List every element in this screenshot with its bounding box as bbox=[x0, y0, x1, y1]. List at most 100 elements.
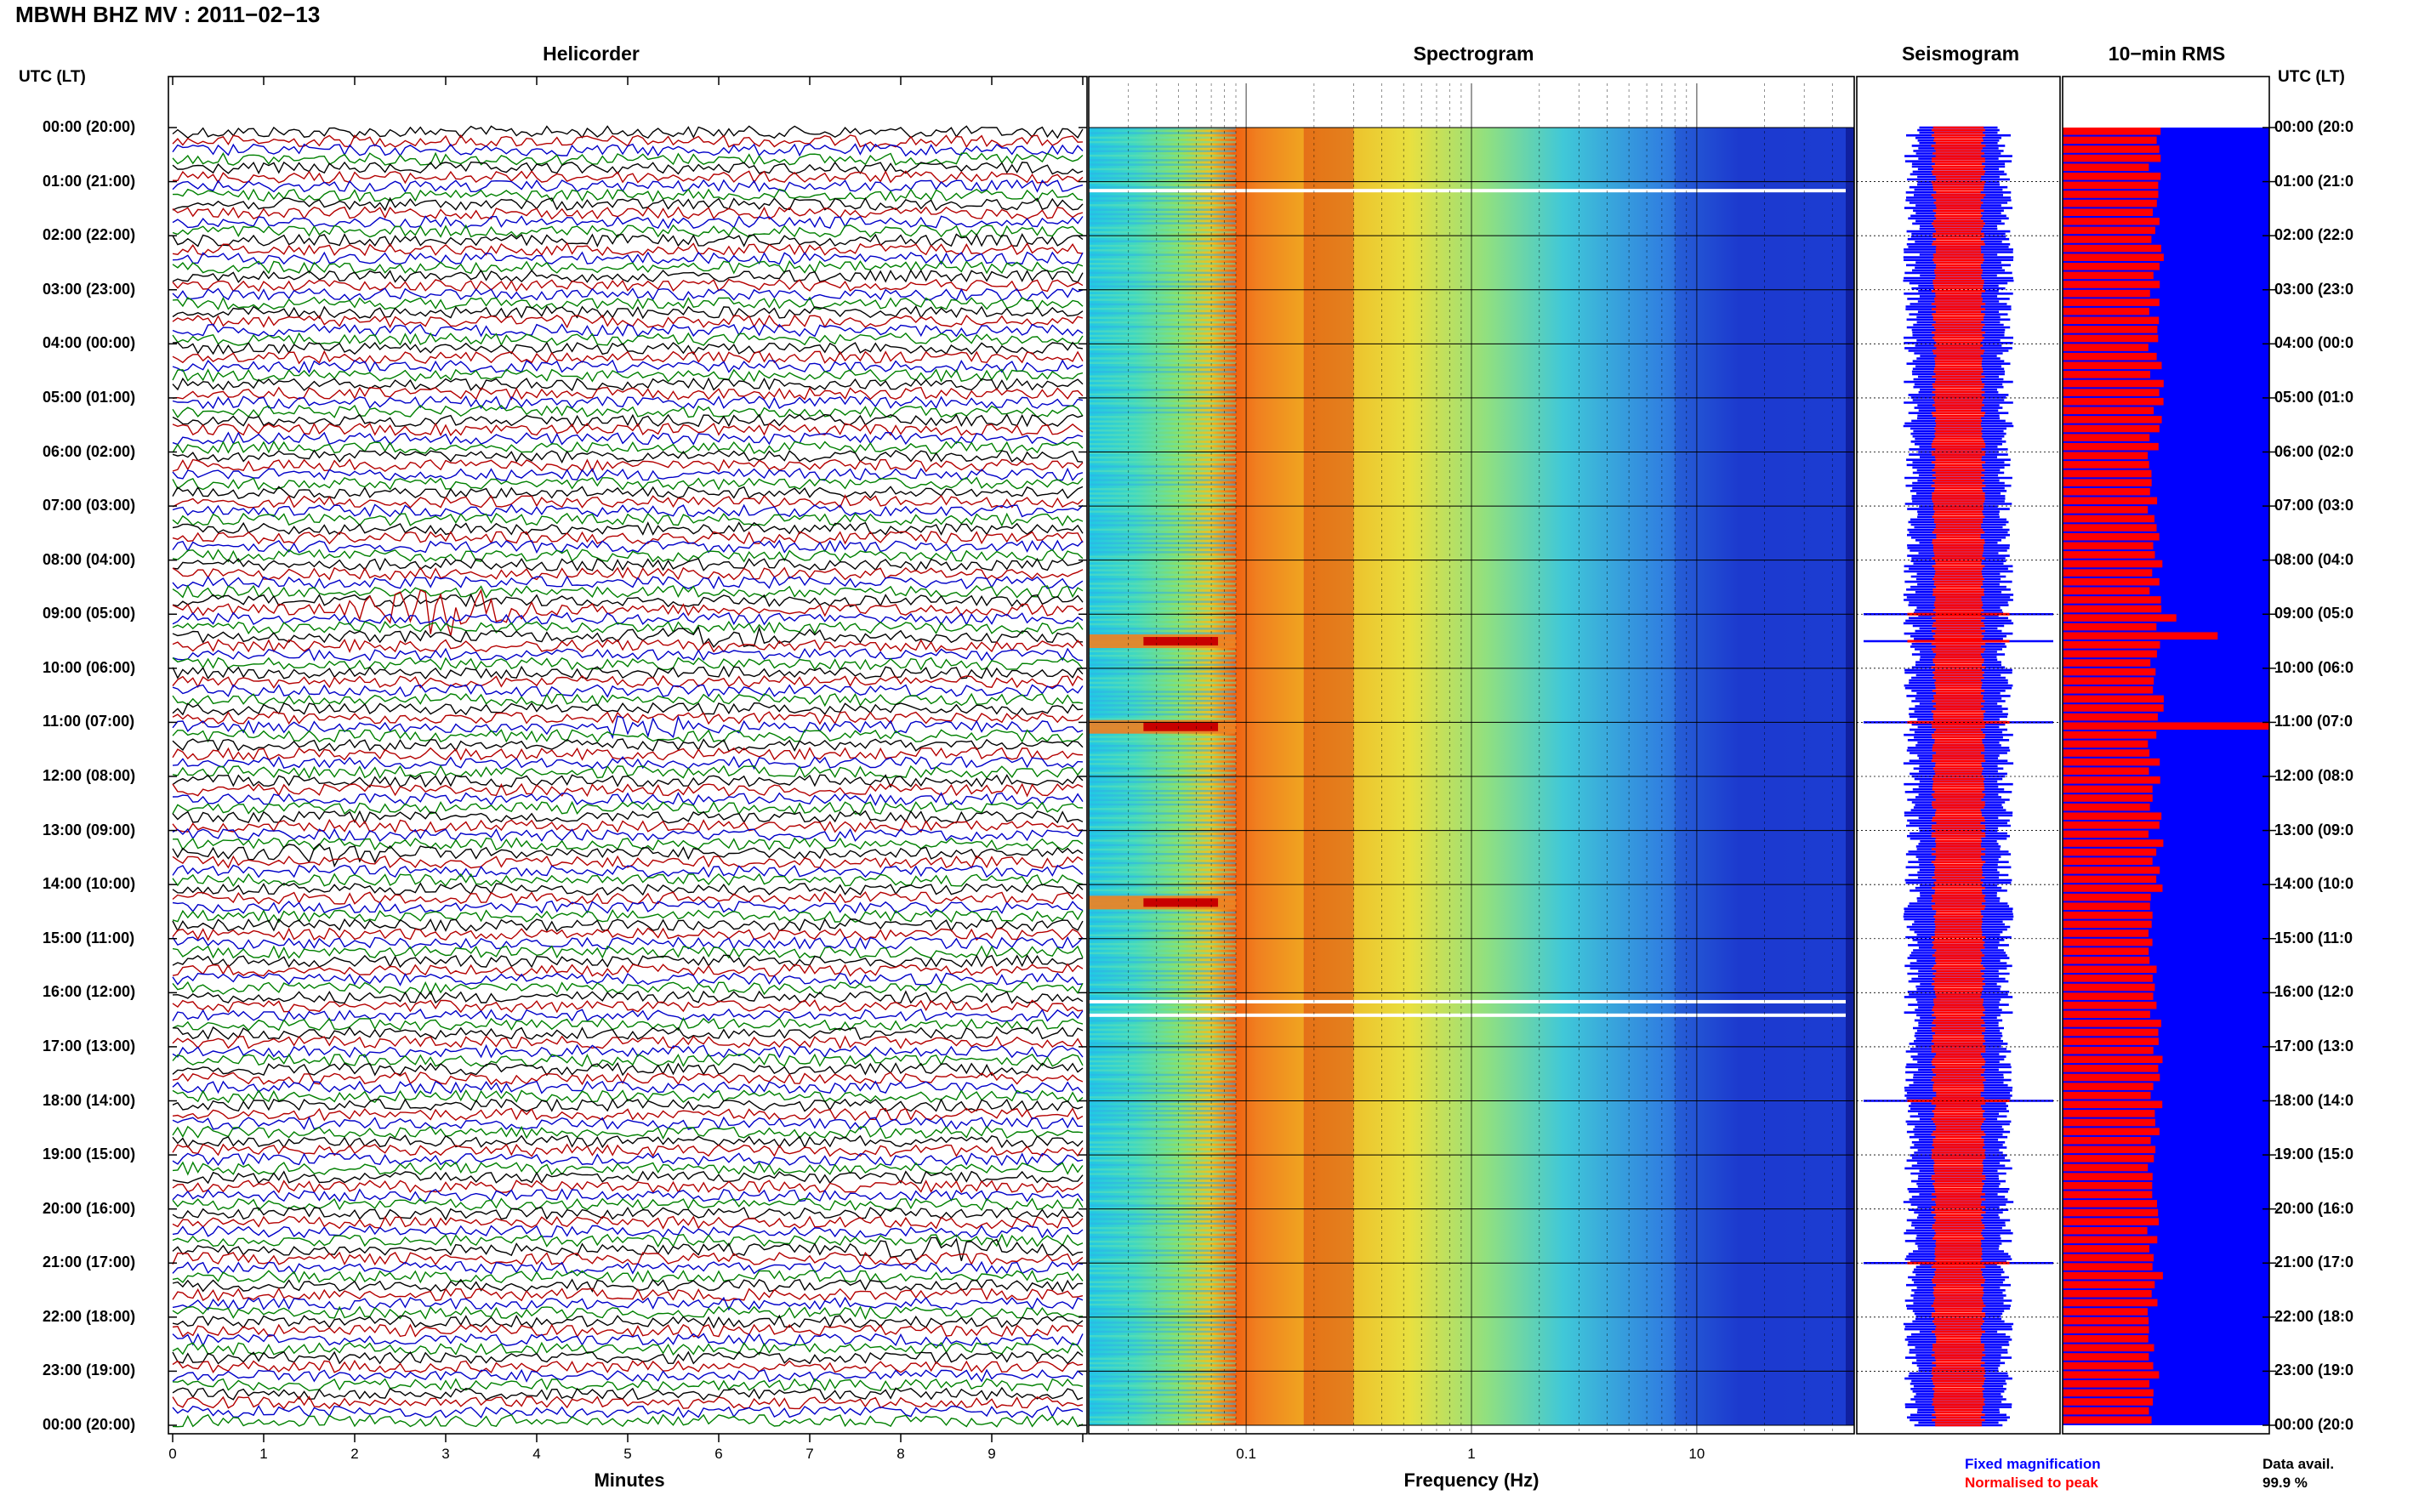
spectrogram-streak bbox=[1089, 691, 1236, 693]
utc-header-left: UTC (LT) bbox=[19, 68, 86, 86]
rms-bar bbox=[2063, 524, 2157, 531]
helicorder-trace bbox=[172, 1278, 1084, 1293]
helicorder-trace bbox=[172, 287, 1084, 301]
time-label-right: 02:00 (22:0 bbox=[2274, 226, 2354, 244]
rms-bar bbox=[2063, 1236, 2158, 1244]
spectrogram-tick-label: 10 bbox=[1688, 1446, 1705, 1462]
spectrogram-streak bbox=[1089, 1371, 1236, 1373]
time-label-left: 00:00 (20:00) bbox=[43, 118, 136, 135]
spectrogram-streak bbox=[1089, 532, 1236, 536]
rms-bar bbox=[2063, 1055, 2163, 1064]
helicorder-trace bbox=[172, 1179, 1084, 1194]
rms-bar bbox=[2063, 1173, 2153, 1180]
helicorder-trace bbox=[172, 1035, 1084, 1050]
time-label-right: 13:00 (09:0 bbox=[2274, 821, 2354, 838]
spectrogram-streak bbox=[1089, 253, 1236, 256]
spectrogram-streak bbox=[1089, 884, 1236, 887]
rms-bar bbox=[2063, 263, 2160, 270]
rms-bar bbox=[2063, 740, 2149, 748]
spectrogram-streak bbox=[1089, 1344, 1236, 1347]
spectrogram-streak bbox=[1089, 537, 1236, 540]
spectrogram-streak bbox=[1089, 1163, 1236, 1167]
spectrogram-streak bbox=[1089, 821, 1236, 824]
spectrogram-streak bbox=[1089, 1339, 1236, 1342]
helicorder-trace bbox=[172, 486, 1084, 500]
helicorder-trace bbox=[172, 1107, 1084, 1122]
spectrogram-streak bbox=[1089, 1118, 1236, 1122]
helicorder-trace bbox=[172, 1314, 1084, 1329]
spectrogram-streak bbox=[1089, 524, 1236, 526]
helicorder-trace bbox=[172, 1368, 1084, 1383]
spectrogram-streak bbox=[1089, 303, 1236, 306]
spectrogram-streak bbox=[1089, 622, 1236, 626]
rms-bar bbox=[2063, 1380, 2149, 1388]
spectrogram-streak bbox=[1089, 1069, 1236, 1071]
rms-bar bbox=[2063, 731, 2157, 739]
spectrogram-streak bbox=[1089, 506, 1236, 509]
spectrogram-streak bbox=[1089, 1367, 1236, 1369]
spectrogram-streak bbox=[1089, 140, 1236, 144]
spectrogram-streak bbox=[1089, 424, 1236, 428]
helicorder-trace bbox=[172, 999, 1084, 1014]
spectrogram-streak bbox=[1089, 650, 1236, 653]
rms-bar bbox=[2063, 839, 2164, 847]
spectrogram-streak bbox=[1089, 1020, 1236, 1022]
helicorder-trace bbox=[172, 891, 1084, 905]
spectrogram-streak bbox=[1089, 1155, 1236, 1157]
time-label-right: 12:00 (08:0 bbox=[2274, 767, 2354, 784]
time-label-right: 03:00 (23:0 bbox=[2274, 280, 2354, 298]
rms-bar bbox=[2063, 406, 2154, 415]
helicorder-trace bbox=[172, 810, 1084, 825]
time-label-left: 08:00 (04:00) bbox=[43, 550, 136, 568]
rms-bar bbox=[2063, 1136, 2151, 1145]
rms-bar bbox=[2063, 992, 2154, 1000]
rms-bar bbox=[2063, 1128, 2160, 1135]
spectrogram-streak bbox=[1089, 132, 1236, 134]
rms-bar bbox=[2063, 622, 2157, 631]
helicorder-trace bbox=[172, 196, 1084, 212]
spectrogram-streak bbox=[1089, 947, 1236, 950]
spectrogram-streak bbox=[1089, 889, 1236, 891]
spectrogram-streak bbox=[1089, 1294, 1236, 1297]
spectrogram-streak bbox=[1089, 596, 1236, 599]
helicorder-trace bbox=[172, 1296, 1084, 1311]
helicorder-trace bbox=[172, 1143, 1084, 1157]
spectrogram-event-core bbox=[1143, 722, 1219, 731]
spectrogram-streak bbox=[1089, 1389, 1236, 1392]
spectrogram-streak bbox=[1089, 1055, 1236, 1058]
helicorder-trace bbox=[172, 1152, 1084, 1167]
rms-bar bbox=[2063, 289, 2150, 298]
rms-bar bbox=[2063, 244, 2161, 253]
spectrogram-streak bbox=[1089, 1420, 1236, 1424]
spectrogram-streak bbox=[1089, 159, 1236, 162]
spectrogram-streak bbox=[1089, 673, 1236, 675]
spectrogram-streak bbox=[1089, 1384, 1236, 1387]
spectrogram-streak bbox=[1089, 569, 1236, 571]
time-label-left: 04:00 (00:00) bbox=[43, 334, 136, 352]
spectrogram-streak bbox=[1089, 610, 1236, 612]
spectrogram-streak bbox=[1089, 168, 1236, 171]
spectrogram-streak bbox=[1089, 1380, 1236, 1383]
spectrogram-streak bbox=[1089, 952, 1236, 955]
seismogram-panel bbox=[1857, 126, 2060, 1427]
helicorder-tick-label: 1 bbox=[259, 1446, 268, 1462]
helicorder-trace bbox=[172, 1116, 1084, 1130]
panel-frames bbox=[168, 76, 2276, 1442]
spectrogram-streak bbox=[1089, 1348, 1236, 1351]
spectrogram-streak bbox=[1089, 1312, 1236, 1315]
rms-bar bbox=[2063, 1208, 2159, 1217]
helicorder-trace bbox=[172, 269, 1084, 284]
spectrogram-streak bbox=[1089, 830, 1236, 833]
spectrogram-streak bbox=[1089, 605, 1236, 608]
spectrogram-streak bbox=[1089, 1267, 1236, 1270]
spectrogram-streak bbox=[1089, 551, 1236, 554]
time-label-right: 09:00 (05:0 bbox=[2274, 605, 2354, 622]
panel-frame bbox=[1856, 76, 2061, 1435]
spectrogram-streak bbox=[1089, 1128, 1236, 1130]
time-label-right: 22:00 (18:0 bbox=[2274, 1307, 2354, 1325]
rms-bar bbox=[2063, 1155, 2154, 1162]
spectrogram-streak bbox=[1089, 1024, 1236, 1026]
spectrogram-streak bbox=[1089, 713, 1236, 716]
helicorder-trace bbox=[172, 918, 1084, 933]
spectrogram-streak bbox=[1089, 1037, 1236, 1040]
